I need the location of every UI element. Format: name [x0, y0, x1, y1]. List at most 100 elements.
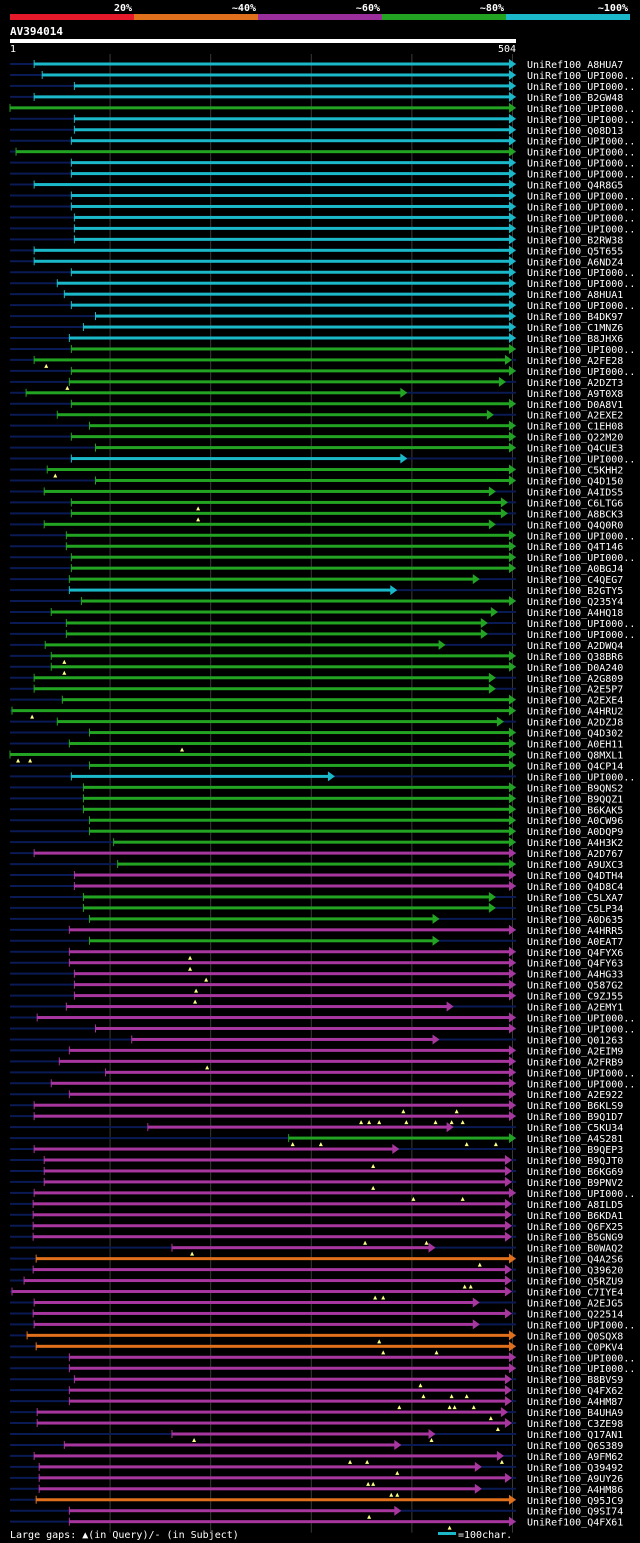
hit-row[interactable]: UniRef100_B2GW48	[10, 92, 623, 104]
hit-label[interactable]: UniRef100_A0BGJ4	[527, 564, 623, 575]
hit-label[interactable]: UniRef100_A2EJG5	[527, 1298, 623, 1309]
hit-label[interactable]: UniRef100_Q4T146	[527, 542, 623, 553]
hit-row[interactable]: UniRef100_Q22514	[10, 1308, 623, 1320]
hit-label[interactable]: UniRef100_A6NDZ4	[527, 257, 623, 268]
hit-label[interactable]: UniRef100_Q4FY63	[527, 959, 623, 970]
hit-label[interactable]: UniRef100_UPI000..	[527, 148, 635, 159]
hit-label[interactable]: UniRef100_Q4FX61	[527, 1518, 623, 1529]
hit-label[interactable]: UniRef100_Q5T655	[527, 246, 623, 257]
hit-row[interactable]: UniRef100_A2DZJ8	[10, 717, 623, 729]
hit-row[interactable]: UniRef100_Q4FX61	[10, 1517, 623, 1530]
hit-row[interactable]: UniRef100_UPI000..	[10, 1363, 635, 1375]
hit-label[interactable]: UniRef100_UPI000..	[527, 202, 635, 213]
hit-row[interactable]: UniRef100_Q4CUE3	[10, 443, 623, 455]
hit-row[interactable]: UniRef100_A0DQP9	[10, 826, 623, 838]
hit-row[interactable]: UniRef100_UPI000..	[10, 1023, 635, 1035]
hit-label[interactable]: UniRef100_B2GW48	[527, 93, 623, 104]
hit-row[interactable]: UniRef100_UPI000..	[10, 169, 635, 181]
hit-label[interactable]: UniRef100_A4H3K2	[527, 838, 623, 849]
hit-label[interactable]: UniRef100_Q4FX62	[527, 1386, 623, 1397]
hit-label[interactable]: UniRef100_B2GTY5	[527, 586, 623, 597]
hit-label[interactable]: UniRef100_B4DK97	[527, 312, 623, 323]
hit-row[interactable]: UniRef100_UPI000..	[10, 158, 635, 170]
hit-row[interactable]: UniRef100_UPI000..	[10, 223, 635, 235]
hit-label[interactable]: UniRef100_Q9SI74	[527, 1507, 623, 1518]
hit-row[interactable]: UniRef100_Q08D13	[10, 125, 623, 137]
hit-row[interactable]: UniRef100_UPI000..	[10, 136, 635, 148]
hit-label[interactable]: UniRef100_Q38BR6	[527, 652, 623, 663]
hit-label[interactable]: UniRef100_A4HM86	[527, 1485, 623, 1496]
hit-label[interactable]: UniRef100_C6LTG6	[527, 498, 623, 509]
hit-label[interactable]: UniRef100_C1EH08	[527, 422, 623, 433]
hit-label[interactable]: UniRef100_A2EIM9	[527, 1046, 623, 1057]
hit-row[interactable]: UniRef100_A8HUA7	[10, 59, 623, 71]
hit-label[interactable]: UniRef100_UPI000..	[527, 71, 635, 82]
hit-label[interactable]: UniRef100_A0CW96	[527, 816, 623, 827]
hit-label[interactable]: UniRef100_C4QEG7	[527, 575, 623, 586]
hit-label[interactable]: UniRef100_B9QEP3	[527, 1145, 623, 1156]
hit-label[interactable]: UniRef100_Q39620	[527, 1266, 623, 1277]
hit-label[interactable]: UniRef100_A4HRU2	[527, 707, 623, 718]
hit-label[interactable]: UniRef100_Q4R8G5	[527, 181, 623, 192]
hit-row[interactable]: UniRef100_Q6S389	[10, 1440, 623, 1452]
hit-label[interactable]: UniRef100_UPI000..	[527, 345, 635, 356]
hit-label[interactable]: UniRef100_UPI000..	[527, 630, 635, 641]
hit-row[interactable]: UniRef100_A6NDZ4	[10, 256, 623, 268]
hit-label[interactable]: UniRef100_B9QNS2	[527, 783, 623, 794]
hit-label[interactable]: UniRef100_Q22514	[527, 1309, 623, 1320]
hit-label[interactable]: UniRef100_Q22M20	[527, 433, 623, 444]
hit-label[interactable]: UniRef100_B9QJT0	[527, 1156, 623, 1167]
hit-label[interactable]: UniRef100_A9T0X8	[527, 389, 623, 400]
hit-label[interactable]: UniRef100_Q0SQX8	[527, 1331, 623, 1342]
hit-label[interactable]: UniRef100_UPI000..	[527, 1189, 635, 1200]
hit-row[interactable]: UniRef100_Q5T655	[10, 245, 623, 257]
hit-row[interactable]: UniRef100_Q4R8G5	[10, 180, 623, 192]
hit-label[interactable]: UniRef100_UPI000..	[527, 104, 635, 115]
hit-row[interactable]: UniRef100_UPI000..	[10, 267, 635, 279]
hit-row[interactable]: UniRef100_Q4Q0R0	[10, 519, 623, 531]
hit-label[interactable]: UniRef100_C0PKV4	[527, 1342, 623, 1353]
hit-row[interactable]: UniRef100_B9QQZ1	[10, 793, 623, 805]
hit-row[interactable]: UniRef100_C5LP34	[10, 903, 623, 915]
hit-label[interactable]: UniRef100_B4UHA9	[527, 1408, 623, 1419]
hit-label[interactable]: UniRef100_UPI000..	[527, 301, 635, 312]
hit-label[interactable]: UniRef100_Q4D302	[527, 729, 623, 740]
hit-row[interactable]: UniRef100_A2EXE4	[10, 695, 623, 707]
hit-label[interactable]: UniRef100_A8HUA1	[527, 290, 623, 301]
hit-label[interactable]: UniRef100_B5GNG9	[527, 1233, 623, 1244]
hit-row[interactable]: UniRef100_UPI000..	[10, 454, 635, 466]
hit-row[interactable]: UniRef100_UPI000..	[10, 1319, 635, 1331]
hit-row[interactable]: UniRef100_A0D635	[10, 914, 623, 926]
hit-row[interactable]: UniRef100_A0EAT7	[10, 936, 623, 948]
hit-label[interactable]: UniRef100_A4HQ18	[527, 608, 623, 619]
hit-label[interactable]: UniRef100_D0A240	[527, 663, 623, 674]
hit-label[interactable]: UniRef100_UPI000..	[527, 279, 635, 290]
hit-label[interactable]: UniRef100_A0EAT7	[527, 937, 623, 948]
hit-label[interactable]: UniRef100_C9ZJ55	[527, 992, 623, 1003]
hit-row[interactable]: UniRef100_UPI000..	[10, 629, 635, 641]
hit-row[interactable]: UniRef100_C1MNZ6	[10, 322, 623, 334]
hit-label[interactable]: UniRef100_Q39492	[527, 1463, 623, 1474]
hit-row[interactable]: UniRef100_B6KAK5	[10, 804, 623, 816]
hit-label[interactable]: UniRef100_A2EXE2	[527, 411, 623, 422]
hit-label[interactable]: UniRef100_B8JHX6	[527, 334, 623, 345]
hit-label[interactable]: UniRef100_UPI000..	[527, 1024, 635, 1035]
hit-row[interactable]: UniRef100_B9QEP3	[10, 1144, 623, 1156]
hit-label[interactable]: UniRef100_UPI000..	[527, 213, 635, 224]
hit-label[interactable]: UniRef100_A0D635	[527, 915, 623, 926]
hit-row[interactable]: UniRef100_Q4DTH4	[10, 870, 623, 882]
hit-row[interactable]: UniRef100_B2GTY5	[10, 585, 623, 597]
hit-label[interactable]: UniRef100_Q235Y4	[527, 597, 623, 608]
hit-label[interactable]: UniRef100_Q4CP14	[527, 761, 623, 772]
hit-label[interactable]: UniRef100_A9FM62	[527, 1452, 623, 1463]
hit-row[interactable]: UniRef100_Q4CP14	[10, 760, 623, 772]
hit-row[interactable]: UniRef100_C5LXA7	[10, 892, 623, 904]
hit-row[interactable]: UniRef100_A4HRR5	[10, 925, 623, 937]
hit-label[interactable]: UniRef100_A0EH11	[527, 740, 623, 751]
hit-label[interactable]: UniRef100_UPI000..	[527, 82, 635, 93]
hit-label[interactable]: UniRef100_A2EMY1	[527, 1003, 623, 1014]
hit-label[interactable]: UniRef100_C7IYE4	[527, 1288, 623, 1299]
hit-label[interactable]: UniRef100_C5KU34	[527, 1123, 623, 1134]
hit-label[interactable]: UniRef100_UPI000..	[527, 367, 635, 378]
hit-row[interactable]: UniRef100_A9T0X8	[10, 388, 623, 400]
